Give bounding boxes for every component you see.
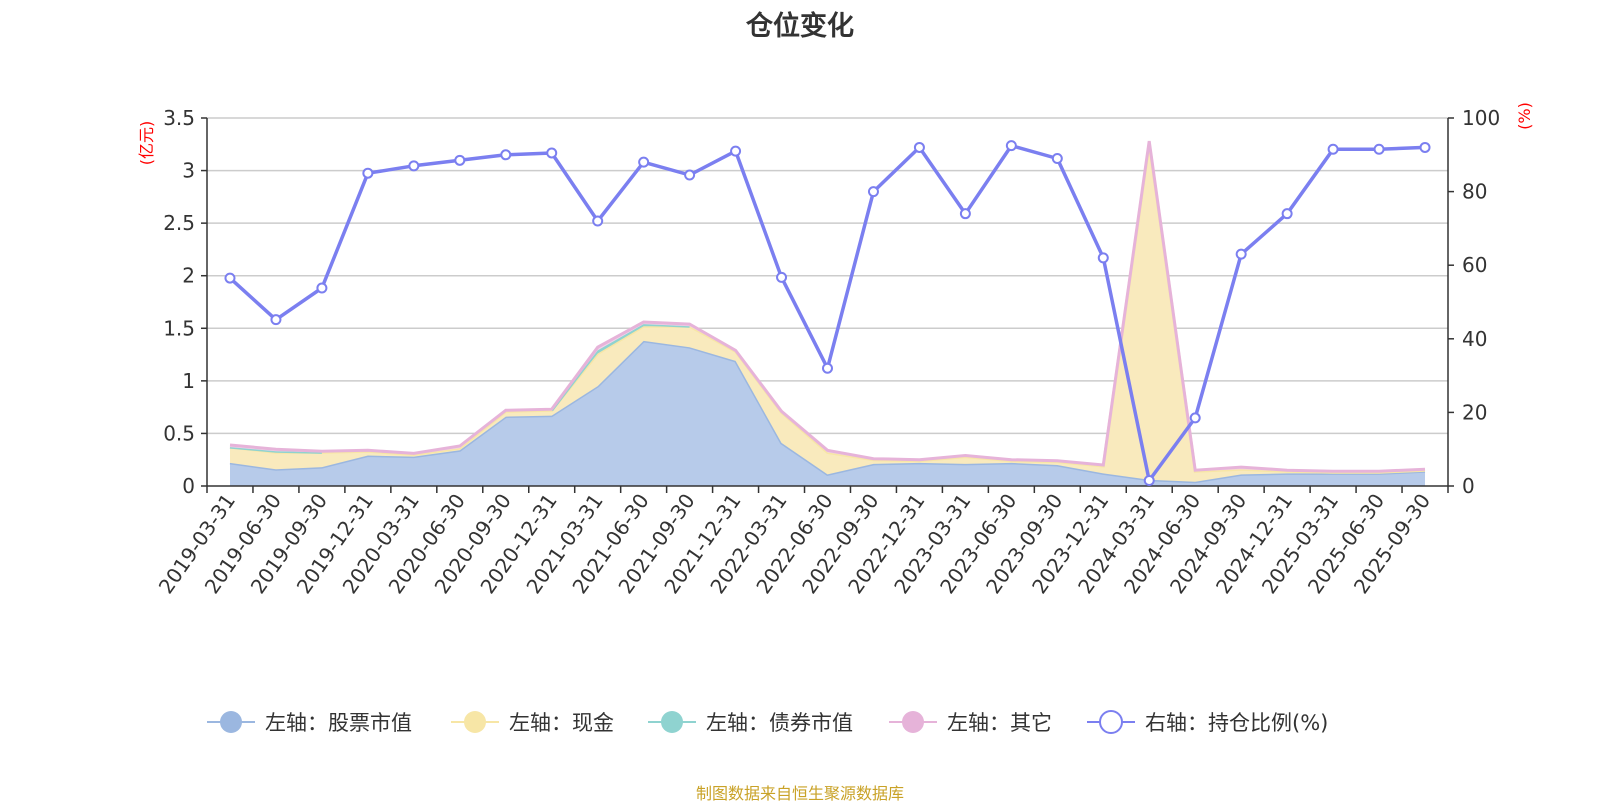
right-tick-label: 60 (1462, 253, 1487, 277)
area-fill (230, 143, 1425, 482)
axes: 00.511.522.533.5020406080100(亿元)(%)2019-… (137, 102, 1534, 598)
ratio-point (500, 149, 512, 161)
area-line (229, 140, 1426, 473)
legend-marker (1099, 710, 1123, 734)
ratio-point (408, 160, 420, 172)
right-tick-label: 80 (1462, 180, 1487, 204)
ratio-point (1419, 141, 1431, 153)
legend-marker (902, 711, 924, 733)
area-line (229, 142, 1426, 474)
ratio-point (1051, 152, 1063, 164)
left-tick-label: 0 (182, 474, 195, 498)
ratio-point (1281, 208, 1293, 220)
ratio-point (822, 362, 833, 374)
ratio-point (959, 208, 971, 220)
ratio-point (1189, 412, 1201, 424)
ratio-point (270, 314, 282, 326)
ratio-point (592, 215, 604, 227)
ratio-point (1373, 143, 1385, 155)
ratio-point (454, 154, 466, 166)
ratio-point (913, 141, 925, 153)
left-tick-label: 3.5 (163, 106, 195, 130)
ratio-point (1097, 252, 1109, 264)
ratio-point (362, 167, 374, 179)
ratio-point (224, 272, 236, 284)
ratio-point (1327, 143, 1339, 155)
legend-marker (464, 711, 486, 733)
legend-label: 左轴：现金 (509, 711, 614, 735)
right-tick-label: 40 (1462, 327, 1487, 351)
ratio-point (730, 145, 742, 157)
source-note: 制图数据来自恒生聚源数据库 (695, 784, 904, 803)
ratio-point (638, 156, 650, 168)
ratio-point (1143, 474, 1155, 486)
ratio-point (684, 169, 696, 181)
left-tick-label: 2 (182, 264, 195, 288)
legend-marker (220, 711, 242, 733)
ratio-point (316, 282, 328, 294)
ratio-point (1235, 248, 1247, 260)
legend-label: 右轴：持仓比例(%) (1145, 711, 1328, 735)
area-fill (230, 340, 1425, 486)
left-axis-unit: (亿元) (137, 121, 156, 166)
left-tick-label: 3 (182, 159, 195, 183)
chart-title: 仓位变化 (746, 11, 854, 42)
area-fill (230, 143, 1425, 473)
left-tick-label: 1 (182, 369, 195, 393)
ratio-point (867, 186, 879, 198)
legend: 左轴：股票市值 左轴：现金 左轴：债券市值 左轴：其它 右轴：持仓比例(%) (207, 710, 1328, 735)
ratio-line (228, 143, 1426, 483)
legend-label: 左轴：债券市值 (706, 711, 853, 735)
ratio-point (1005, 140, 1017, 152)
left-tick-label: 1.5 (163, 316, 195, 340)
position-ratio-line (224, 140, 1431, 486)
area-series (229, 140, 1426, 486)
left-tick-label: 0.5 (163, 421, 195, 445)
right-axis-unit: (%) (1515, 102, 1534, 130)
ratio-point (546, 147, 558, 159)
ratio-point (776, 271, 788, 283)
left-tick-label: 2.5 (163, 211, 195, 235)
right-tick-label: 0 (1462, 474, 1475, 498)
grid-lines (207, 117, 1448, 435)
legend-marker (661, 711, 683, 733)
legend-label: 左轴：股票市值 (265, 711, 412, 735)
legend-label: 左轴：其它 (947, 711, 1052, 735)
area-fill (230, 141, 1425, 473)
right-tick-label: 100 (1462, 106, 1500, 130)
right-tick-label: 20 (1462, 400, 1487, 424)
